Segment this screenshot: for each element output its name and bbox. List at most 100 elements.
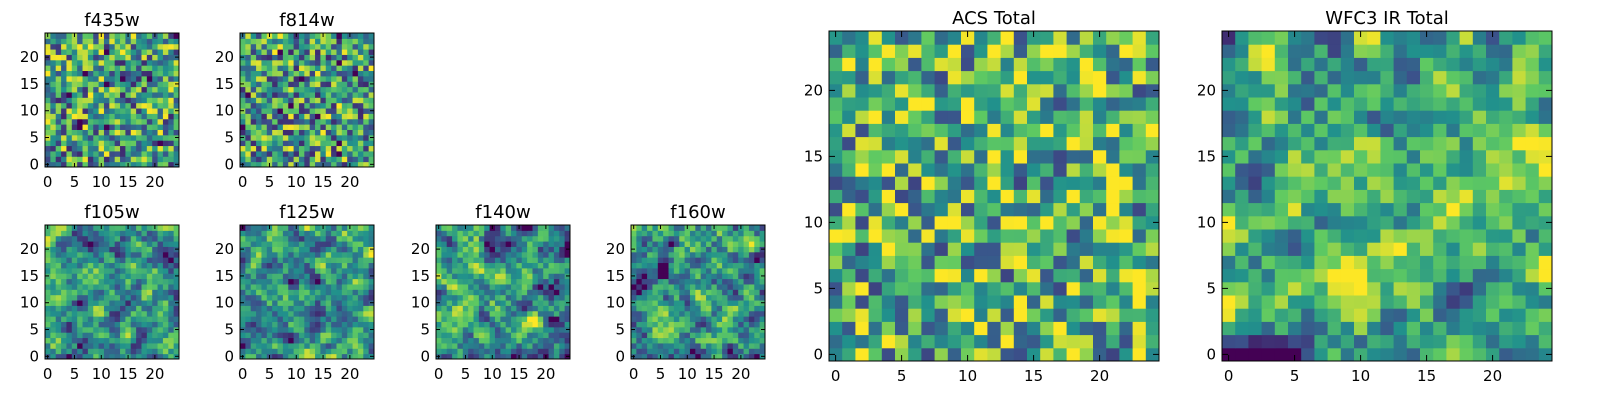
heatmap-cell — [325, 91, 332, 98]
heatmap-cell — [309, 38, 316, 45]
heatmap-cell — [754, 230, 761, 237]
heatmap-cell — [320, 113, 327, 120]
heatmap-cell — [304, 59, 311, 66]
heatmap-cell — [304, 49, 311, 55]
heatmap-cell — [1486, 334, 1500, 349]
heatmap-cell — [71, 43, 78, 50]
heatmap-cell — [277, 49, 284, 55]
heatmap-cell — [325, 246, 332, 253]
heatmap-cell — [961, 57, 975, 72]
heatmap-cell — [50, 124, 57, 130]
heatmap-cell — [1079, 70, 1094, 85]
heatmap-cell — [250, 75, 257, 82]
heatmap-cell — [559, 310, 566, 317]
heatmap-cell — [120, 289, 126, 296]
heatmap-cell — [1380, 255, 1395, 270]
heatmap-cell — [298, 108, 305, 114]
heatmap-cell — [743, 246, 750, 253]
heatmap-cell — [1093, 295, 1107, 309]
heatmap-cell — [553, 225, 560, 231]
heatmap-cell — [974, 229, 988, 243]
heatmap-cell — [103, 91, 110, 98]
heatmap-cell — [363, 129, 370, 136]
heatmap-cell — [1261, 163, 1276, 177]
heatmap-cell — [114, 75, 121, 82]
heatmap-cell — [1274, 242, 1289, 256]
heatmap-cell — [738, 283, 745, 290]
heatmap-cell — [961, 242, 975, 256]
heatmap-cell — [347, 75, 354, 82]
heatmap-cell — [652, 278, 659, 285]
heatmap-cell — [1000, 44, 1015, 58]
heatmap-cell — [368, 91, 375, 98]
heatmap-cell — [120, 273, 126, 280]
heatmap-cell — [103, 337, 110, 344]
heatmap-cell — [881, 57, 896, 72]
heatmap-cell — [162, 246, 169, 253]
heatmap-cell — [245, 241, 252, 247]
heatmap-cell — [141, 246, 148, 253]
heatmap-cell — [679, 241, 686, 247]
heatmap-cell — [341, 310, 348, 317]
heatmap-cell — [93, 305, 100, 312]
heatmap-cell — [293, 150, 300, 157]
heatmap-cell — [668, 251, 675, 258]
heatmap-cell — [162, 108, 169, 114]
heatmap-cell — [93, 124, 100, 130]
heatmap-cell — [727, 241, 734, 247]
heatmap-cell — [842, 268, 856, 283]
heatmap-cell — [748, 294, 755, 301]
heatmap-cell — [663, 294, 670, 301]
heatmap-cell — [527, 273, 533, 280]
heatmap-cell — [436, 283, 442, 290]
heatmap-cell — [1106, 242, 1120, 256]
heatmap-cell — [934, 149, 949, 164]
heatmap-cell — [320, 278, 327, 285]
heatmap-cell — [256, 273, 262, 280]
heatmap-cell — [829, 268, 843, 283]
heatmap-cell — [331, 59, 337, 66]
heatmap-cell — [66, 81, 73, 88]
heatmap-cell — [473, 300, 480, 306]
heatmap-cell — [162, 305, 169, 312]
heatmap-cell — [136, 235, 142, 242]
heatmap-cell — [748, 321, 755, 328]
heatmap-cell — [700, 273, 707, 280]
heatmap-cell — [446, 326, 453, 333]
heatmap-cell — [50, 49, 57, 55]
heatmap-cell — [1314, 347, 1329, 362]
heatmap-cell — [1406, 189, 1421, 204]
heatmap-cell — [516, 316, 523, 322]
heatmap-cell — [173, 283, 180, 290]
heatmap-cell — [363, 124, 370, 130]
heatmap-cell — [168, 283, 175, 290]
heatmap-cell — [93, 267, 100, 274]
heatmap-cell — [293, 54, 300, 61]
heatmap-cell — [1106, 123, 1120, 138]
heatmap-cell — [1314, 308, 1329, 322]
heatmap-cell — [1446, 255, 1461, 270]
heatmap-cell — [1093, 215, 1107, 230]
heatmap-cell — [45, 235, 51, 242]
heatmap-cell — [331, 289, 337, 296]
heatmap-cell — [157, 81, 164, 88]
heatmap-cell — [77, 225, 84, 231]
heatmap-cell — [266, 305, 273, 312]
heatmap-cell — [868, 176, 883, 190]
heatmap-cell — [45, 294, 51, 301]
heatmap-cell — [277, 54, 284, 61]
heatmap-cell — [309, 305, 316, 312]
heatmap-cell — [855, 136, 870, 151]
x-tick-label: 20 — [145, 365, 164, 383]
heatmap-cell — [357, 289, 364, 296]
heatmap-cell — [336, 59, 343, 66]
heatmap-cell — [352, 43, 359, 50]
heatmap-cell — [162, 230, 169, 237]
heatmap-cell — [754, 283, 761, 290]
heatmap-cell — [1132, 97, 1147, 111]
heatmap-cell — [689, 316, 696, 322]
heatmap-cell — [673, 267, 680, 274]
heatmap-cell — [293, 38, 300, 45]
heatmap-cell — [320, 294, 327, 301]
heatmap-cell — [1222, 202, 1236, 217]
